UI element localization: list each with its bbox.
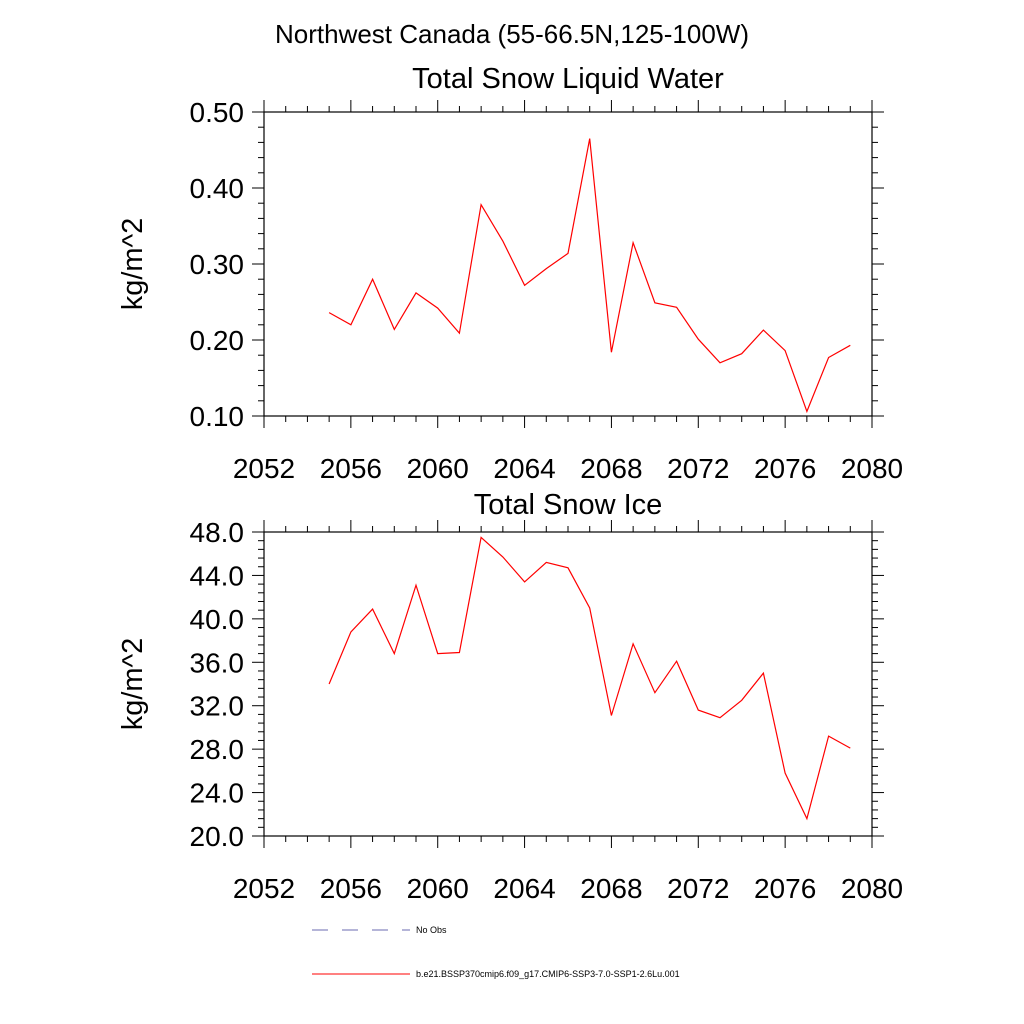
chart-panel-1: Total Snow Liquid Water 0.10 0.20 0.30 0.40 0… — [117, 63, 903, 484]
x-tick-label: 2052 — [233, 873, 295, 904]
legend-label: No Obs — [416, 925, 447, 935]
x-tick-label: 2076 — [754, 873, 816, 904]
y-tick-label: 24.0 — [190, 778, 245, 809]
chart-title: Total Snow Ice — [474, 489, 663, 521]
x-tick-label: 2080 — [841, 873, 903, 904]
x-tick-label: 2056 — [320, 453, 382, 484]
y-tick-label: 48.0 — [190, 517, 245, 548]
y-tick-label: 44.0 — [190, 560, 245, 591]
legend: No Obs b.e21.BSSP370cmip6.f09_g17.CMIP6-S… — [312, 925, 680, 979]
x-tick-label: 2080 — [841, 453, 903, 484]
x-tick-label: 2068 — [580, 873, 642, 904]
x-tick-label: 2052 — [233, 453, 295, 484]
y-tick-label: 0.30 — [190, 249, 245, 280]
x-tick-label: 2064 — [493, 453, 555, 484]
series-line — [328, 138, 851, 414]
x-tick-label: 2072 — [667, 873, 729, 904]
x-tick-label: 2064 — [493, 873, 555, 904]
y-tick-label: 0.50 — [190, 97, 245, 128]
y-axis-label: kg/m^2 — [117, 638, 149, 731]
x-tick-label: 2060 — [407, 453, 469, 484]
y-tick-label: 20.0 — [190, 821, 245, 852]
y-axis-label: kg/m^2 — [117, 218, 149, 311]
y-tick-label: 0.20 — [190, 325, 245, 356]
chart-panels: Total Snow Liquid Water 0.10 0.20 0.30 0.40 0… — [117, 63, 903, 904]
legend-label: b.e21.BSSP370cmip6.f09_g17.CMIP6-SSP3-7.… — [416, 969, 680, 979]
legend-item: No Obs — [312, 925, 447, 935]
x-tick-label: 2076 — [754, 453, 816, 484]
x-tick-label: 2060 — [407, 873, 469, 904]
y-tick-label: 36.0 — [190, 647, 245, 678]
series-line — [328, 536, 851, 821]
plot-frame — [263, 531, 873, 837]
x-tick-label: 2068 — [580, 453, 642, 484]
figure-title: Northwest Canada (55-66.5N,125-100W) — [275, 19, 749, 49]
x-tick-label: 2056 — [320, 873, 382, 904]
y-tick-label: 0.10 — [190, 401, 245, 432]
chart-panel-2: Total Snow Ice 20.0 24.0 28.0 32.0 36.0 40.0 44… — [117, 489, 903, 904]
y-tick-label: 0.40 — [190, 173, 245, 204]
chart-title: Total Snow Liquid Water — [412, 63, 724, 95]
y-tick-label: 40.0 — [190, 604, 245, 635]
plot-frame — [263, 111, 873, 417]
x-tick-label: 2072 — [667, 453, 729, 484]
legend-item: b.e21.BSSP370cmip6.f09_g17.CMIP6-SSP3-7.… — [312, 969, 680, 979]
y-tick-label: 28.0 — [190, 734, 245, 765]
y-tick-label: 32.0 — [190, 691, 245, 722]
